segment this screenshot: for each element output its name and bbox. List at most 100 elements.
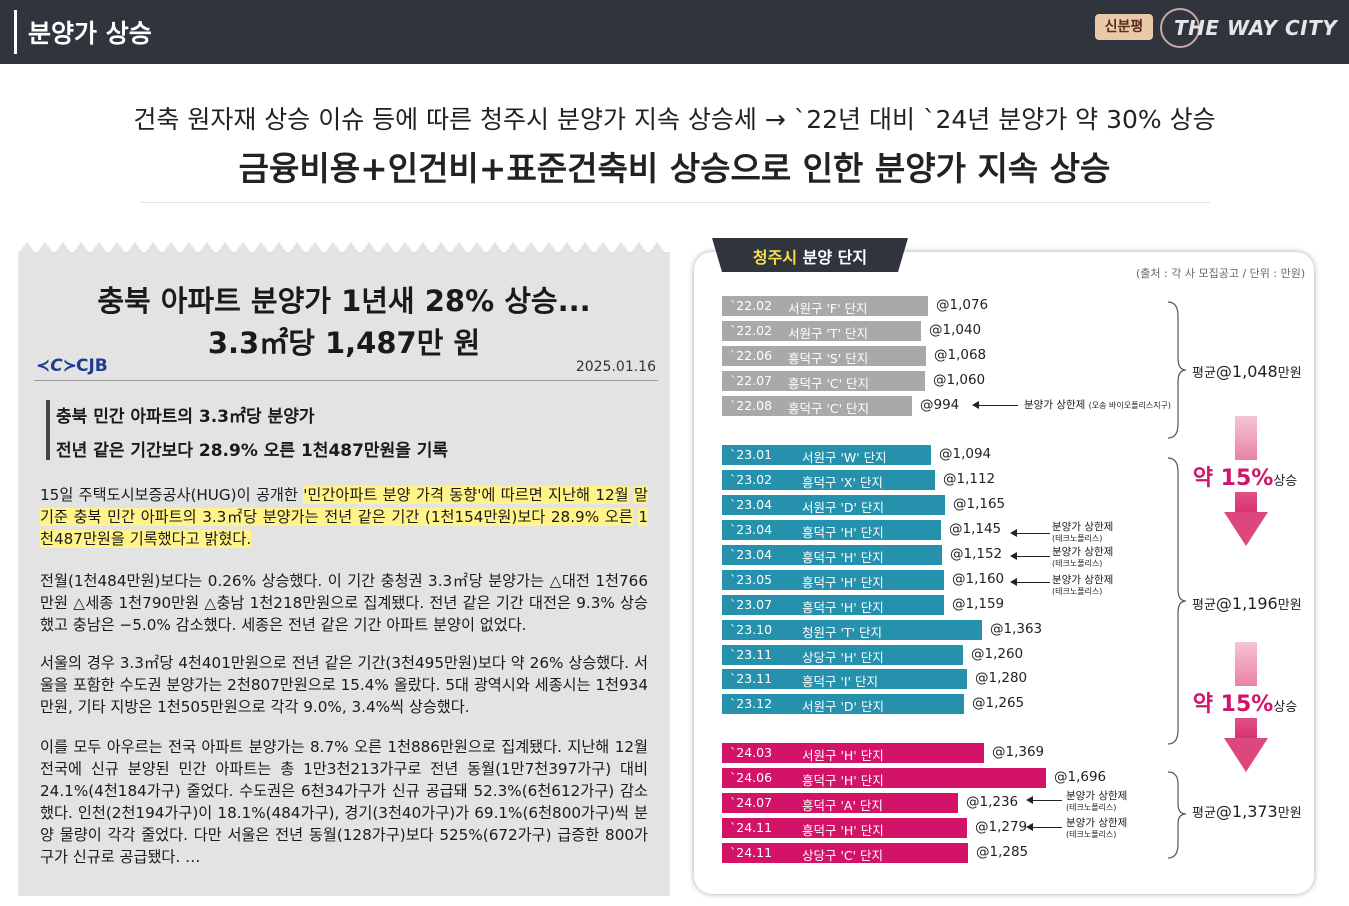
bar-period: `24.11 xyxy=(730,820,773,835)
chart-bar: `23.07 흥덕구 'H' 단지 xyxy=(722,595,944,615)
note-sub: (테크노폴리스) xyxy=(1052,587,1103,596)
average-2024: 평균@1,373만원 xyxy=(1192,802,1302,821)
note-arrow xyxy=(1010,578,1050,586)
avg-unit: 만원 xyxy=(1277,806,1302,821)
increase-label-2: 약 15%상승 xyxy=(1190,686,1300,718)
bar-period: `23.04 xyxy=(730,522,773,537)
bar-complex-name: 상당구 'H' 단지 xyxy=(802,650,884,665)
chart-bar: `23.05 흥덕구 'H' 단지 xyxy=(722,570,944,590)
avg-value: @1,373 xyxy=(1215,802,1278,821)
rise-value: 약 15% xyxy=(1192,692,1274,717)
article-paragraph-4: 이를 모두 아우르는 전국 아파트 분양가는 8.7% 오른 1천886만원으로… xyxy=(40,738,648,866)
cjb-logo-icon: ≺C≻ xyxy=(36,356,77,376)
chart-bar: `22.08 흥덕구 'C' 단지 xyxy=(722,396,912,416)
note-price-cap: 분양가 상한제 (테크노폴리스) xyxy=(1066,817,1127,841)
tab-shape xyxy=(712,238,908,272)
bar-period: `23.05 xyxy=(730,572,773,587)
chart-bar: `23.02 흥덕구 'X' 단지 xyxy=(722,470,935,490)
note-price-cap: 분양가 상한제 (테크노폴리스) xyxy=(1052,574,1113,598)
note-price-cap: 분양가 상한제 (테크노폴리스) xyxy=(1066,790,1127,814)
article-title-line2: 3.3㎡당 1,487만 원 xyxy=(207,326,481,360)
chart-bar: `24.03 서원구 'H' 단지 xyxy=(722,743,984,763)
bar-value-label: @1,265 xyxy=(972,695,1025,711)
article-title-line1: 충북 아파트 분양가 1년새 28% 상승... xyxy=(97,284,591,318)
bar-complex-name: 서원구 'H' 단지 xyxy=(802,748,884,763)
bar-period: `23.07 xyxy=(730,597,773,612)
bar-complex-name: 흥덕구 'H' 단지 xyxy=(802,525,884,540)
outlet-name: CJB xyxy=(76,356,108,376)
brace-2024 xyxy=(1167,771,1187,859)
note-main: 분양가 상한제 xyxy=(1066,790,1128,802)
note-main: 분양가 상한제 xyxy=(1052,546,1114,558)
bar-value-label: @1,369 xyxy=(992,744,1045,760)
chart-bar: `23.04 흥덕구 'H' 단지 xyxy=(722,520,941,540)
avg-label: 평균 xyxy=(1192,806,1216,821)
avg-label: 평균 xyxy=(1192,598,1216,613)
bar-period: `24.06 xyxy=(730,770,773,785)
bar-value-label: @1,696 xyxy=(1054,769,1107,785)
note-price-cap: 분양가 상한제 (테크노폴리스) xyxy=(1052,546,1113,570)
note-arrow xyxy=(1010,552,1050,560)
bar-value-label: @1,068 xyxy=(934,347,987,363)
chart-bar: `22.07 흥덕구 'C' 단지 xyxy=(722,371,925,391)
note-arrow xyxy=(1010,529,1050,537)
article-paragraph-1: 15일 주택도시보증공사(HUG)이 공개한 '민간아파트 분양 가격 동향'에… xyxy=(40,484,649,550)
note-price-cap: 분양가 상한제 (테크노폴리스) xyxy=(1052,521,1113,545)
note-main: 분양가 상한제 xyxy=(1024,399,1086,411)
article-subtitle-2: 전년 같은 기간보다 28.9% 오른 1천487만원을 기록 xyxy=(56,441,449,461)
bar-value-label: @1,076 xyxy=(936,297,989,313)
brace-2023 xyxy=(1167,457,1187,745)
article-paragraph-2: 전월(1천484만원)보다는 0.26% 상승했다. 이 기간 충청권 3.3㎡… xyxy=(40,572,648,634)
brand-logo: THE WAY CITY xyxy=(1160,8,1342,48)
bar-period: `23.11 xyxy=(730,671,773,686)
bar-complex-name: 흥덕구 'I' 단지 xyxy=(802,674,879,689)
note-main: 분양가 상한제 xyxy=(1052,574,1114,586)
bar-period: `23.04 xyxy=(730,497,773,512)
bar-complex-name: 흥덕구 'S' 단지 xyxy=(788,351,869,366)
increase-label-1: 약 15%상승 xyxy=(1190,460,1300,492)
note-arrow xyxy=(1026,796,1062,804)
chart-bar: `23.01 서원구 'W' 단지 xyxy=(722,445,931,465)
avg-unit: 만원 xyxy=(1277,598,1302,613)
bar-value-label: @1,285 xyxy=(976,844,1029,860)
bar-period: `22.08 xyxy=(730,398,773,413)
bar-period: `23.11 xyxy=(730,647,773,662)
bar-value-label: @1,060 xyxy=(933,372,986,388)
bar-value-label: @1,363 xyxy=(990,621,1043,637)
bar-complex-name: 상당구 'C' 단지 xyxy=(802,848,884,863)
chart-bar: `23.11 흥덕구 'I' 단지 xyxy=(722,669,967,689)
note-arrow xyxy=(1026,823,1062,831)
chart-tab-label: 청주시 분양 단지 xyxy=(712,244,908,268)
bar-period: `22.06 xyxy=(730,348,773,363)
note-arrow xyxy=(972,401,1018,409)
bar-complex-name: 흥덕구 'H' 단지 xyxy=(802,600,884,615)
chart-bar: `23.11 상당구 'H' 단지 xyxy=(722,645,963,665)
chart-source: (출처 : 각 사 모집공고 / 단위 : 만원) xyxy=(1136,267,1306,280)
bar-complex-name: 서원구 'D' 단지 xyxy=(802,699,884,714)
bar-value-label: @1,165 xyxy=(953,496,1006,512)
bar-value-label: @1,112 xyxy=(943,471,996,487)
bar-period: `23.01 xyxy=(730,447,773,462)
chart-bar: `23.12 서원구 'D' 단지 xyxy=(722,694,964,714)
rise-suffix: 상승 xyxy=(1273,474,1298,489)
bar-complex-name: 흥덕구 'X' 단지 xyxy=(802,475,883,490)
bar-period: `23.02 xyxy=(730,472,773,487)
bar-period: `24.03 xyxy=(730,745,773,760)
headline-sub: 건축 원자재 상승 이슈 등에 따른 청주시 분양가 지속 상승세 → `22년… xyxy=(133,105,1216,134)
chart-bar: `23.10 청원구 'T' 단지 xyxy=(722,620,982,640)
bar-period: `24.11 xyxy=(730,845,773,860)
top-bar: 분양가 상승 신분평 THE WAY CITY xyxy=(0,0,1349,64)
highlight-text: '민간아파트 분양 가격 동향'에 따르면 지난해 12월 xyxy=(303,486,629,504)
avg-label: 평균 xyxy=(1192,366,1216,381)
chart-bar: `24.11 흥덕구 'H' 단지 xyxy=(722,818,967,838)
bar-complex-name: 흥덕구 'A' 단지 xyxy=(802,798,883,813)
note-sub: (오송 바이오폴리스지구) xyxy=(1088,401,1172,410)
bar-value-label: @1,040 xyxy=(929,322,982,338)
chart-bar: `22.02 서원구 'F' 단지 xyxy=(722,296,928,316)
news-clipping: 충북 아파트 분양가 1년새 28% 상승... 3.3㎡당 1,487만 원 … xyxy=(18,252,670,896)
average-2023: 평균@1,196만원 xyxy=(1192,594,1302,613)
bar-complex-name: 흥덕구 'H' 단지 xyxy=(802,773,884,788)
chart-bar: `24.06 흥덕구 'H' 단지 xyxy=(722,768,1046,788)
bar-period: `23.04 xyxy=(730,547,773,562)
bar-complex-name: 흥덕구 'H' 단지 xyxy=(802,823,884,838)
